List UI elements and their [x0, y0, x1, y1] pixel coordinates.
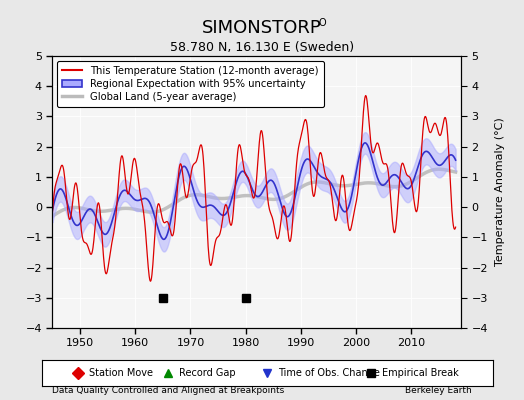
Text: Empirical Break: Empirical Break	[382, 368, 459, 378]
Text: Station Move: Station Move	[89, 368, 153, 378]
Text: SIMONSTORP: SIMONSTORP	[202, 19, 322, 37]
Y-axis label: Temperature Anomaly (°C): Temperature Anomaly (°C)	[495, 118, 505, 266]
Text: O: O	[319, 18, 326, 28]
Text: Record Gap: Record Gap	[179, 368, 236, 378]
Legend: This Temperature Station (12-month average), Regional Expectation with 95% uncer: This Temperature Station (12-month avera…	[58, 61, 324, 107]
Text: Time of Obs. Change: Time of Obs. Change	[279, 368, 380, 378]
Text: Berkeley Earth: Berkeley Earth	[405, 386, 472, 395]
Text: 58.780 N, 16.130 E (Sweden): 58.780 N, 16.130 E (Sweden)	[170, 42, 354, 54]
Text: Data Quality Controlled and Aligned at Breakpoints: Data Quality Controlled and Aligned at B…	[52, 386, 285, 395]
